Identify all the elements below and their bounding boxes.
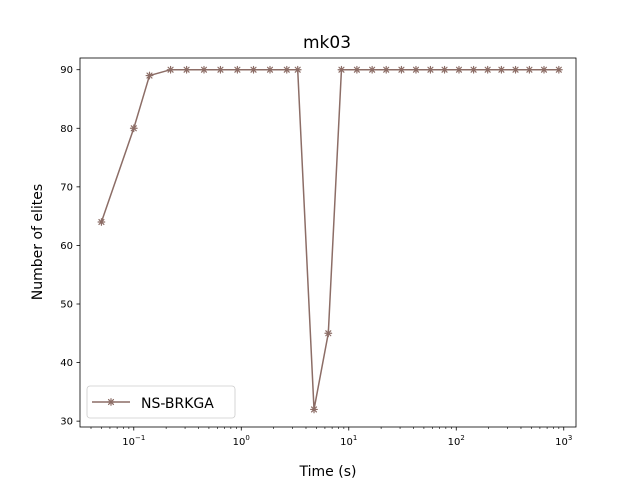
y-tick-label: 80 bbox=[60, 124, 73, 135]
data-point bbox=[233, 65, 242, 74]
marker-stroke bbox=[338, 66, 345, 73]
marker-stroke bbox=[498, 66, 505, 73]
x-axis-label: Time (s) bbox=[299, 464, 357, 480]
data-point bbox=[200, 65, 208, 74]
x-tick-label: 101 bbox=[340, 434, 357, 448]
marker-stroke bbox=[441, 66, 448, 73]
data-point bbox=[426, 65, 435, 74]
marker-stroke bbox=[250, 66, 257, 73]
data-point bbox=[368, 65, 377, 74]
marker-stroke bbox=[455, 66, 463, 73]
data-point bbox=[129, 124, 138, 133]
data-point bbox=[249, 65, 258, 74]
x-tick-label: 102 bbox=[448, 434, 465, 448]
series-layer bbox=[97, 65, 563, 414]
marker-stroke bbox=[383, 66, 390, 73]
y-axis-label: Number of elites bbox=[30, 184, 46, 300]
data-point bbox=[382, 65, 391, 74]
marker-stroke bbox=[167, 66, 174, 73]
data-point bbox=[554, 65, 563, 74]
y-tick-label: 70 bbox=[60, 182, 73, 193]
marker-stroke bbox=[310, 406, 318, 413]
marker-stroke bbox=[234, 66, 241, 73]
marker-stroke bbox=[526, 66, 533, 73]
marker-stroke bbox=[470, 66, 477, 73]
marker-stroke bbox=[200, 66, 208, 73]
data-point bbox=[397, 65, 406, 74]
y-tick-label: 50 bbox=[60, 300, 73, 311]
data-point bbox=[525, 65, 534, 74]
marker-stroke bbox=[427, 66, 434, 73]
data-point bbox=[266, 65, 274, 74]
x-tick-label: 10−1 bbox=[122, 434, 145, 448]
data-point bbox=[337, 65, 346, 74]
y-tick-label: 60 bbox=[60, 241, 73, 252]
legend: NS-BRKGA bbox=[86, 385, 236, 419]
y-tick-label: 40 bbox=[60, 358, 73, 369]
x-tick-label: 100 bbox=[233, 434, 250, 448]
data-point bbox=[412, 65, 420, 74]
plot-area-frame bbox=[79, 57, 577, 428]
marker-stroke bbox=[294, 66, 301, 73]
marker-stroke bbox=[283, 66, 290, 73]
data-point bbox=[497, 65, 506, 74]
marker-stroke bbox=[217, 66, 224, 73]
data-point bbox=[166, 65, 175, 74]
data-point bbox=[455, 65, 463, 74]
data-point bbox=[483, 65, 492, 74]
marker-stroke bbox=[130, 125, 137, 132]
data-point bbox=[216, 65, 225, 74]
marker-stroke bbox=[398, 66, 405, 73]
data-point bbox=[352, 65, 361, 74]
legend-series-marker bbox=[107, 398, 115, 406]
marker-stroke bbox=[369, 66, 376, 73]
data-point bbox=[293, 65, 302, 74]
marker-stroke bbox=[146, 72, 153, 79]
y-axis-ticks: 30 40 50 60 70 80 90 bbox=[60, 65, 80, 428]
marker-stroke bbox=[325, 330, 332, 337]
y-tick-label: 90 bbox=[60, 65, 73, 76]
legend-box bbox=[86, 385, 236, 419]
marker-stroke bbox=[353, 66, 360, 73]
marker-stroke bbox=[98, 218, 105, 226]
legend-marker-shape bbox=[107, 398, 115, 406]
data-point bbox=[182, 65, 191, 74]
data-point bbox=[469, 65, 478, 74]
chart-title: mk03 bbox=[303, 33, 351, 53]
data-point bbox=[282, 65, 291, 74]
x-axis-ticks: 10−1 100 101 102 103 bbox=[90, 427, 572, 448]
marker-stroke bbox=[266, 66, 274, 73]
marker-stroke bbox=[555, 66, 562, 73]
y-tick-label: 30 bbox=[60, 417, 73, 428]
data-point bbox=[310, 405, 318, 414]
marker-stroke bbox=[512, 66, 519, 73]
data-point bbox=[540, 65, 548, 74]
x-tick-label: 103 bbox=[555, 434, 572, 448]
data-point bbox=[440, 65, 449, 74]
data-point bbox=[97, 218, 106, 226]
marker-stroke bbox=[107, 398, 115, 406]
data-point bbox=[324, 329, 333, 338]
legend-series-label: NS-BRKGA bbox=[141, 396, 214, 412]
marker-stroke bbox=[484, 66, 491, 73]
data-point bbox=[511, 65, 520, 74]
marker-stroke bbox=[412, 66, 420, 73]
marker-stroke bbox=[540, 66, 548, 73]
data-point bbox=[145, 71, 154, 80]
marker-stroke bbox=[183, 66, 190, 73]
